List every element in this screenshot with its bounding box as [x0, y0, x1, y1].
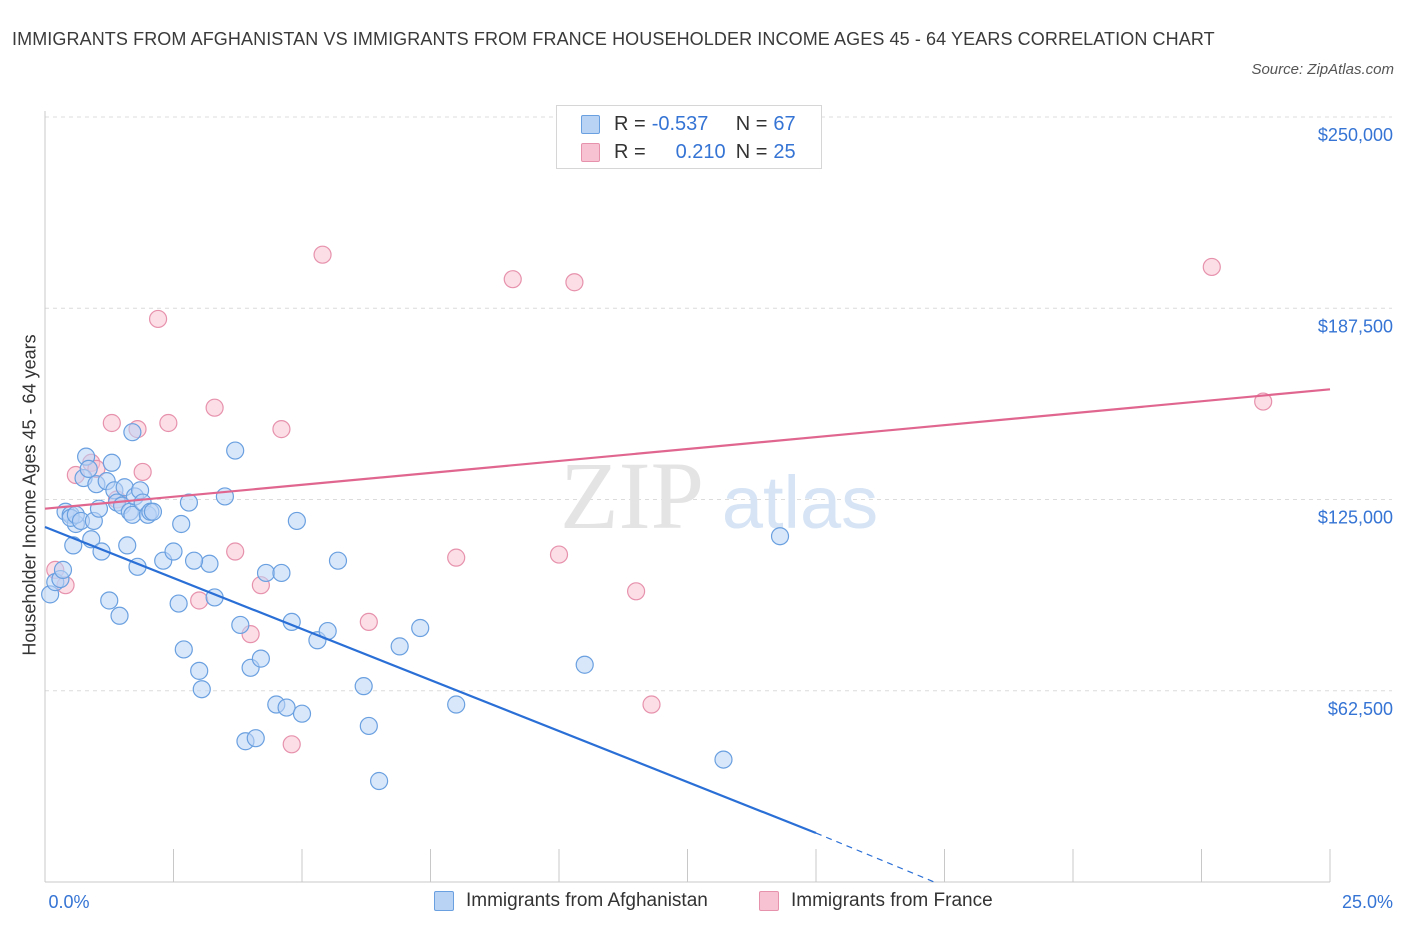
- axes: [44, 111, 1331, 883]
- france-point: [102, 413, 121, 433]
- france-point: [190, 591, 209, 610]
- afghanistan-point: [169, 594, 188, 613]
- bottom-legend-swatch-afghanistan: [434, 891, 454, 911]
- afghanistan-point: [370, 771, 389, 791]
- afghanistan-point: [192, 680, 211, 699]
- france-point: [1254, 392, 1273, 411]
- correlation-legend: R = -0.537 N = 67 R = 0.210 N = 25: [556, 105, 822, 169]
- bottom-legend-france: Immigrants from France: [759, 890, 993, 912]
- afghanistan-point: [292, 704, 312, 723]
- legend-swatch-afghanistan: [581, 114, 600, 134]
- afghanistan-point: [714, 750, 733, 769]
- afghanistan-point: [277, 698, 296, 717]
- afghanistan-point: [102, 453, 121, 472]
- afghanistan-point: [231, 615, 250, 635]
- france-point: [205, 398, 224, 417]
- afghanistan-point: [200, 554, 219, 573]
- afghanistan-point: [287, 511, 306, 531]
- source-label: Source: ZipAtlas.com: [1251, 61, 1394, 78]
- afghanistan-point: [172, 514, 191, 534]
- afghanistan-point: [64, 536, 83, 555]
- afghanistan-point: [53, 560, 73, 579]
- france-point: [159, 413, 178, 433]
- afghanistan-point: [174, 640, 193, 659]
- watermark-zip: ZIP: [560, 442, 704, 549]
- legend-n-value-afghanistan: 67: [773, 112, 796, 135]
- series-afghanistan-points: [41, 423, 790, 791]
- france-point: [447, 548, 466, 567]
- afghanistan-point: [164, 542, 183, 561]
- legend-r-label: R =: [614, 140, 646, 163]
- legend-row-france: R = 0.210 N = 25: [581, 140, 796, 164]
- afghanistan-point: [110, 606, 129, 625]
- afghanistan-point: [447, 695, 466, 714]
- afghanistan-point: [123, 423, 142, 442]
- legend-swatch-france: [581, 142, 600, 162]
- france-point: [359, 612, 378, 632]
- legend-n-value-france: 25: [773, 140, 796, 163]
- y-tick-label: $187,500: [1318, 316, 1393, 336]
- france-point: [226, 542, 245, 561]
- legend-r-label: R =: [614, 112, 646, 135]
- x-tick-label: 0.0%: [48, 892, 89, 912]
- afghanistan-point: [575, 655, 594, 674]
- afghanistan-point: [359, 716, 378, 736]
- afghanistan-point: [179, 493, 199, 512]
- france-point: [626, 582, 646, 601]
- afghanistan-point: [100, 591, 119, 610]
- france-point: [133, 462, 152, 482]
- gridlines: [45, 116, 1392, 692]
- afghanistan-point: [226, 441, 245, 460]
- legend-row-afghanistan: R = -0.537 N = 67: [581, 112, 796, 136]
- legend-n-label: N =: [735, 140, 768, 163]
- france-point: [549, 545, 569, 564]
- bottom-legend-afghanistan: Immigrants from Afghanistan: [434, 890, 708, 912]
- afghanistan-point: [272, 563, 291, 583]
- tick-labels: $62,500 $125,000 $187,500 $250,000 0.0% 25.0%: [48, 125, 1393, 912]
- france-point: [282, 735, 301, 754]
- france-point: [503, 270, 522, 289]
- chart-title: IMMIGRANTS FROM AFGHANISTAN VS IMMIGRANT…: [12, 29, 1215, 49]
- afghanistan-point: [770, 527, 790, 546]
- watermark: ZIP atlas: [560, 442, 878, 549]
- y-tick-label: $62,500: [1328, 699, 1393, 719]
- afghanistan-point: [184, 551, 204, 570]
- bottom-legend-label-france: Immigrants from France: [791, 890, 993, 911]
- legend-r-value-afghanistan: -0.537: [651, 112, 709, 135]
- france-point: [313, 245, 332, 264]
- afghanistan-point: [354, 677, 373, 696]
- france-trend-line: [44, 388, 1331, 510]
- afghanistan-point: [246, 729, 265, 748]
- afghanistan-trend-extension: [815, 832, 935, 883]
- legend-n-label: N =: [735, 112, 768, 135]
- legend-r-value-france: 0.210: [675, 140, 726, 163]
- afghanistan-point: [118, 536, 137, 555]
- y-tick-label: $125,000: [1318, 508, 1393, 528]
- afghanistan-point: [256, 563, 276, 583]
- afghanistan-point: [79, 459, 98, 478]
- afghanistan-point: [411, 618, 430, 638]
- afghanistan-trend-line: [44, 526, 817, 835]
- x-tick-label: 25.0%: [1342, 892, 1393, 912]
- afghanistan-point: [190, 661, 209, 680]
- bottom-legend-swatch-france: [759, 891, 779, 911]
- y-tick-label: $250,000: [1318, 125, 1393, 145]
- afghanistan-point: [390, 637, 409, 656]
- france-point: [272, 420, 291, 439]
- afghanistan-point: [143, 502, 163, 521]
- afghanistan-point: [328, 551, 348, 570]
- trend-lines: [44, 388, 1331, 883]
- france-point: [1202, 257, 1221, 277]
- france-point: [148, 309, 168, 329]
- bottom-legend-label-afghanistan: Immigrants from Afghanistan: [466, 890, 708, 911]
- afghanistan-point: [251, 649, 270, 668]
- france-point: [642, 695, 661, 714]
- watermark-atlas: atlas: [722, 461, 878, 544]
- france-point: [565, 273, 584, 292]
